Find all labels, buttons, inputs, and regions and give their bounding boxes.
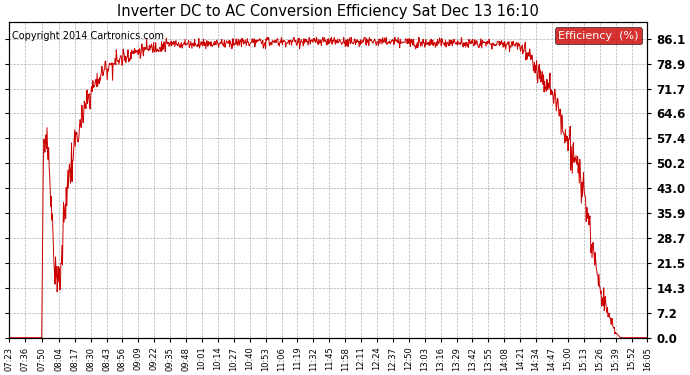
Text: Copyright 2014 Cartronics.com: Copyright 2014 Cartronics.com [12, 31, 164, 41]
Title: Inverter DC to AC Conversion Efficiency Sat Dec 13 16:10: Inverter DC to AC Conversion Efficiency … [117, 4, 539, 19]
Legend: Efficiency  (%): Efficiency (%) [555, 27, 642, 44]
